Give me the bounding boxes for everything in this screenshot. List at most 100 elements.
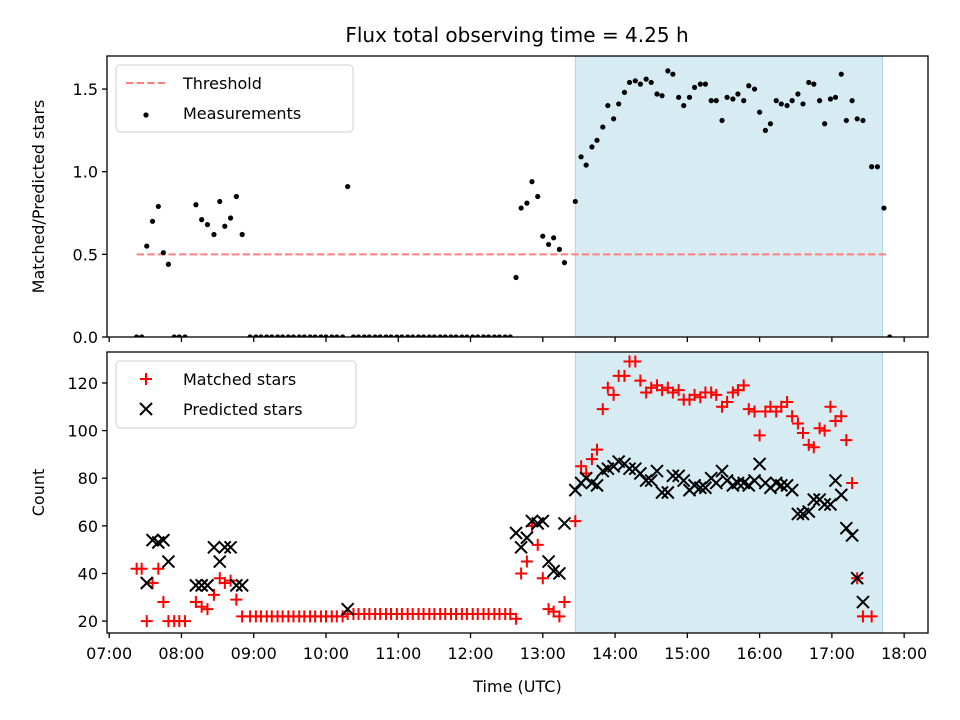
plot-area — [130, 355, 878, 628]
measurement-point — [665, 68, 671, 74]
measurement-point — [860, 117, 866, 124]
measurement-point — [211, 231, 217, 238]
matched-star-marker — [510, 612, 523, 625]
matched-star-marker — [786, 410, 799, 423]
matched-star-marker — [710, 388, 723, 401]
measurement-point — [345, 183, 351, 190]
matched-star-marker — [807, 441, 820, 454]
measurement-point — [199, 217, 205, 223]
predicted-star-marker — [161, 554, 176, 569]
legend-matched-swatch — [140, 373, 152, 385]
x-tick-label: 13:00 — [520, 644, 566, 663]
matched-star-marker — [140, 615, 153, 628]
measurement-point — [616, 101, 622, 107]
y-tick-label: 20 — [78, 612, 98, 631]
matched-star-marker — [666, 386, 679, 399]
matched-star-marker — [824, 400, 837, 413]
predicted-star-marker — [834, 488, 848, 502]
predicted-star-marker — [828, 473, 843, 488]
predicted-star-marker — [229, 578, 244, 593]
measurement-point — [869, 164, 875, 170]
predicted-star-marker — [235, 578, 249, 593]
measurement-point — [784, 102, 790, 109]
measurement-point — [545, 241, 552, 248]
measurement-point — [778, 101, 784, 107]
measurement-point — [654, 91, 660, 97]
predicted-star-marker — [731, 476, 745, 490]
x-tick-label: 17:00 — [809, 644, 855, 663]
predicted-star-marker — [541, 554, 556, 569]
measurement-point — [556, 246, 563, 252]
plot-area — [134, 68, 893, 337]
legend-label: Matched stars — [183, 370, 296, 389]
y-tick-label: 60 — [78, 517, 98, 536]
measurement-point — [193, 202, 199, 208]
predicted-star-marker — [622, 461, 637, 476]
measurement-point — [611, 116, 617, 122]
matched-star-marker — [601, 381, 614, 394]
predicted-star-marker — [156, 533, 171, 547]
measurement-point — [572, 198, 578, 205]
matched-star-marker — [201, 603, 214, 616]
measurement-point — [204, 222, 211, 228]
predicted-star-marker — [774, 478, 788, 493]
measurement-point — [578, 154, 584, 160]
matched-star-marker — [531, 538, 544, 551]
matched-star-marker — [672, 384, 685, 397]
matched-star-marker — [835, 410, 848, 423]
measurement-point — [518, 205, 524, 211]
axes-frame — [106, 351, 929, 634]
predicted-star-marker — [709, 476, 723, 490]
x-tick-label: 08:00 — [158, 644, 204, 663]
measurement-point — [670, 71, 676, 77]
matched-star-marker — [791, 417, 804, 430]
matched-star-marker — [813, 422, 826, 435]
matched-star-marker — [520, 555, 533, 568]
measurement-point — [681, 102, 687, 109]
matched-star-marker — [705, 386, 718, 399]
predicted-star-marker — [223, 540, 238, 554]
y-tick-label: 120 — [67, 374, 98, 393]
legend: Threshold Measurements — [115, 64, 354, 133]
measurement-point — [686, 94, 693, 100]
matched-star-marker — [135, 562, 148, 575]
matched-star-marker — [742, 403, 755, 416]
axes-frame — [106, 55, 929, 338]
measurement-point — [816, 98, 823, 104]
matched-star-marker — [179, 615, 192, 628]
matched-star-marker — [195, 600, 208, 613]
predicted-star-marker — [218, 540, 232, 554]
predicted-star-marker — [644, 473, 658, 488]
measurement-point — [773, 98, 779, 104]
measurement-point — [849, 98, 855, 104]
matched-star-marker — [536, 572, 549, 585]
x-tick-label: 18:00 — [881, 644, 927, 663]
matched-star-marker — [553, 610, 566, 623]
measurement-point — [600, 124, 606, 130]
legend-label: Measurements — [183, 104, 301, 123]
measurement-point — [233, 193, 239, 200]
matched-star-marker — [737, 379, 750, 392]
measurement-point — [719, 117, 725, 124]
predicted-star-marker — [200, 578, 215, 593]
predicted-star-marker — [817, 497, 832, 512]
matched-star-marker — [846, 476, 859, 489]
matched-star-marker — [230, 593, 243, 606]
predicted-star-marker — [590, 478, 604, 493]
measurement-point — [160, 250, 166, 256]
predicted-star-marker — [140, 576, 154, 590]
predicted-star-marker — [791, 507, 805, 521]
matched-star-marker — [781, 396, 794, 409]
x-axis-label: Time (UTC) — [472, 677, 561, 696]
legend: Matched stars Predicted stars — [115, 360, 357, 429]
predicted-star-marker — [698, 481, 713, 495]
observing-window-span — [574, 55, 883, 338]
predicted-star-marker — [752, 457, 767, 471]
y-tick-label: 0.0 — [73, 328, 98, 347]
measurement-point — [535, 193, 541, 200]
measurement-point — [795, 91, 801, 97]
legend-label: Threshold — [182, 74, 262, 93]
measurement-point — [751, 86, 758, 92]
y-axis-label: Matched/Predicted stars — [29, 100, 48, 294]
x-tick-label: 12:00 — [447, 644, 493, 663]
